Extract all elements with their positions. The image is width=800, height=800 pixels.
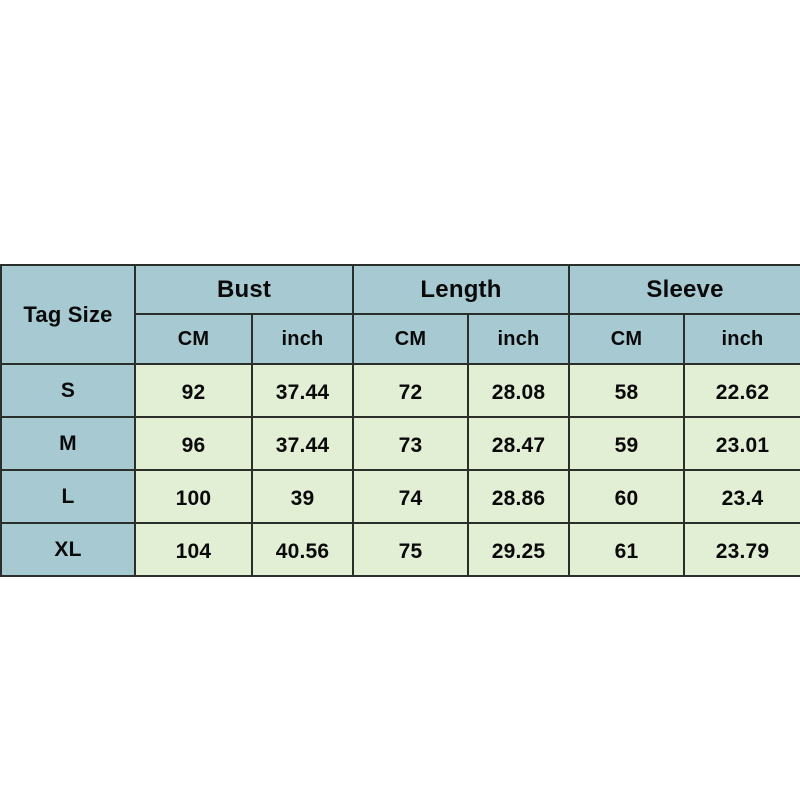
header-unit-bust-cm: CM — [134, 313, 253, 365]
cell-sleeve-inch: 23.79 — [683, 522, 800, 577]
header-group-bust: Bust — [133, 264, 355, 315]
cell-bust-inch: 40.56 — [250, 522, 355, 577]
header-group-length: Length — [352, 264, 571, 315]
cell-length-inch: 29.25 — [467, 522, 571, 577]
cell-sleeve-cm: 58 — [568, 363, 686, 418]
header-unit-bust-inch: inch — [250, 313, 355, 365]
row-size-label: XL — [0, 522, 136, 577]
cell-bust-cm: 104 — [134, 522, 253, 577]
table-row: L 100 39 74 28.86 60 23.4 — [0, 469, 800, 524]
table-header-unit-row: CM inch CM inch CM inch — [1, 313, 800, 365]
header-group-sleeve: Sleeve — [568, 264, 800, 315]
cell-sleeve-cm: 60 — [568, 469, 686, 524]
header-unit-sleeve-cm: CM — [568, 313, 686, 365]
cell-length-cm: 75 — [352, 522, 470, 577]
table-row: XL 104 40.56 75 29.25 61 23.79 — [0, 522, 800, 577]
table-row: M 96 37.44 73 28.47 59 23.01 — [0, 416, 800, 471]
cell-bust-cm: 92 — [134, 363, 253, 418]
cell-length-inch: 28.47 — [467, 416, 571, 471]
header-unit-length-cm: CM — [352, 313, 470, 365]
cell-bust-inch: 39 — [250, 469, 355, 524]
cell-sleeve-cm: 59 — [568, 416, 686, 471]
row-size-label: S — [0, 363, 136, 418]
cell-length-cm: 74 — [352, 469, 470, 524]
cell-bust-inch: 37.44 — [250, 363, 355, 418]
cell-sleeve-inch: 23.01 — [683, 416, 800, 471]
cell-length-cm: 73 — [352, 416, 470, 471]
cell-bust-inch: 37.44 — [250, 416, 355, 471]
cell-sleeve-inch: 23.4 — [683, 469, 800, 524]
cell-sleeve-inch: 22.62 — [683, 363, 800, 418]
size-chart-container: Tag Size Bust Length Sleeve CM inch CM i… — [0, 264, 800, 577]
cell-bust-cm: 96 — [134, 416, 253, 471]
cell-sleeve-cm: 61 — [568, 522, 686, 577]
row-size-label: L — [0, 469, 136, 524]
table-row: S 92 37.44 72 28.08 58 22.62 — [0, 363, 800, 418]
cell-length-cm: 72 — [352, 363, 470, 418]
cell-length-inch: 28.08 — [467, 363, 571, 418]
cell-length-inch: 28.86 — [467, 469, 571, 524]
header-unit-sleeve-inch: inch — [683, 313, 800, 365]
size-chart-table: Tag Size Bust Length Sleeve CM inch CM i… — [0, 264, 800, 577]
header-unit-length-inch: inch — [467, 313, 571, 365]
cell-bust-cm: 100 — [134, 469, 253, 524]
header-tag-size: Tag Size — [0, 264, 136, 365]
table-header-group-row: Tag Size Bust Length Sleeve — [0, 264, 800, 365]
row-size-label: M — [0, 416, 136, 471]
